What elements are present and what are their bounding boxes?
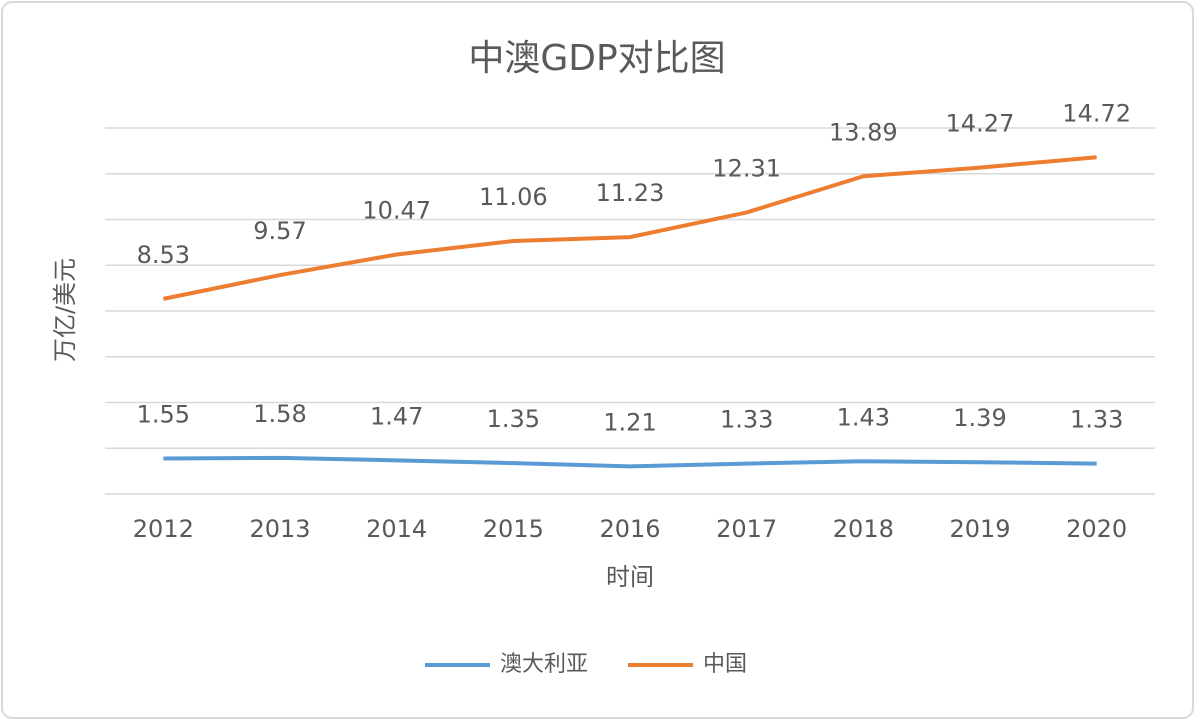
series-line (162, 155, 1097, 301)
x-axis-label: 时间 (606, 563, 654, 591)
legend-label: 中国 (703, 652, 747, 677)
legend-label: 澳大利亚 (500, 652, 588, 677)
data-label: 1.43 (837, 403, 890, 431)
data-label: 1.47 (370, 402, 423, 430)
chart-title: 中澳GDP对比图 (468, 38, 725, 79)
x-tick-label: 2013 (249, 515, 310, 543)
data-label: 8.53 (137, 241, 190, 269)
data-label: 11.23 (596, 179, 665, 207)
series-line (163, 455, 1097, 469)
data-label: 14.72 (1062, 99, 1131, 127)
data-label: 14.27 (946, 110, 1015, 138)
data-label: 10.47 (362, 196, 431, 224)
data-label: 1.58 (253, 400, 306, 428)
x-tick-label: 2014 (366, 515, 427, 543)
data-label: 1.39 (953, 404, 1006, 432)
data-label: 1.33 (720, 406, 773, 434)
x-tick-label: 2012 (133, 515, 194, 543)
data-label: 1.21 (603, 408, 656, 436)
data-label: 11.06 (479, 183, 548, 211)
data-label: 12.31 (712, 154, 781, 182)
x-tick-label: 2017 (716, 515, 777, 543)
data-label: 9.57 (253, 217, 306, 245)
x-tick-label: 2016 (599, 515, 660, 543)
x-tick-label: 2019 (949, 515, 1010, 543)
data-label: 13.89 (829, 118, 898, 146)
data-label: 1.55 (137, 401, 190, 429)
x-tick-label: 2015 (483, 515, 544, 543)
y-axis-label: 万亿/美元 (51, 258, 79, 362)
data-label: 1.35 (487, 405, 540, 433)
x-tick-label: 2020 (1066, 515, 1127, 543)
data-label: 1.33 (1070, 406, 1123, 434)
x-tick-label: 2018 (833, 515, 894, 543)
